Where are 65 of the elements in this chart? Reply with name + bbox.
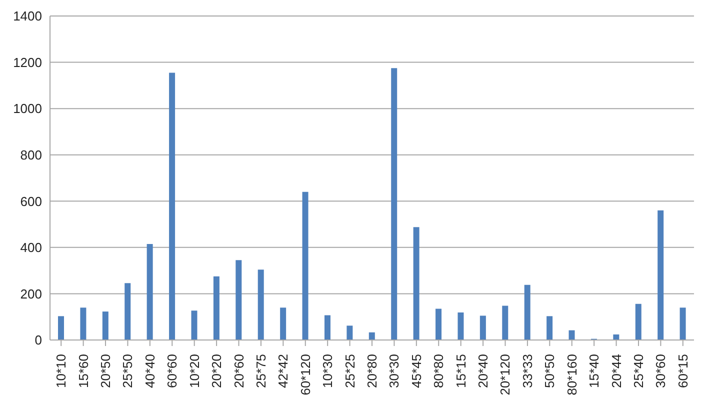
bar — [658, 210, 664, 340]
x-tick-label: 10*30 — [320, 354, 336, 388]
bar — [568, 330, 575, 340]
bar — [324, 315, 330, 340]
x-tick-label: 30*60 — [653, 354, 668, 388]
bar — [236, 260, 242, 340]
x-tick-label: 20*20 — [209, 354, 224, 388]
bar — [58, 316, 64, 340]
bar — [458, 312, 464, 340]
bar — [413, 227, 420, 340]
x-tick-label: 20*44 — [608, 354, 624, 388]
bar — [124, 283, 131, 340]
bar — [102, 312, 108, 340]
x-tick-label: 60*120 — [298, 354, 313, 396]
bar — [391, 68, 398, 340]
x-tick-label: 45*45 — [408, 354, 424, 388]
bar — [635, 304, 642, 340]
x-tick-label: 25*75 — [253, 354, 268, 388]
bar — [302, 192, 308, 340]
x-tick-label: 15*60 — [76, 354, 91, 388]
x-tick-label: 20*120 — [498, 354, 513, 396]
x-tick-label: 10*20 — [186, 354, 202, 388]
x-tick-label: 60*15 — [675, 354, 690, 388]
bar — [613, 334, 620, 340]
x-tick-label: 10*10 — [54, 354, 69, 388]
x-tick-label: 20*60 — [231, 354, 246, 388]
bar — [480, 316, 486, 340]
bar — [280, 308, 286, 340]
y-tick-label: 1200 — [13, 54, 42, 70]
bar — [368, 332, 375, 340]
bar — [146, 244, 153, 340]
x-tick-label: 80*160 — [564, 354, 580, 396]
y-tick-label: 400 — [20, 240, 42, 256]
bar — [346, 326, 353, 340]
x-tick-label: 25*40 — [630, 354, 646, 388]
x-tick-label: 50*50 — [542, 354, 558, 388]
x-tick-label: 20*50 — [98, 354, 114, 388]
bar — [191, 310, 198, 340]
x-tick-label: 25*25 — [342, 354, 358, 388]
bar — [80, 308, 86, 340]
x-tick-label: 40*40 — [142, 354, 158, 388]
x-tick-label: 20*40 — [476, 354, 491, 388]
bar — [169, 72, 176, 340]
x-tick-label: 60*60 — [164, 354, 180, 388]
y-tick-label: 1000 — [13, 101, 42, 116]
y-tick-label: 1400 — [13, 8, 42, 24]
bar — [258, 270, 264, 340]
y-tick-label: 600 — [20, 194, 42, 209]
y-tick-label: 800 — [20, 147, 42, 162]
y-tick-label: 200 — [20, 286, 42, 302]
x-tick-label: 33*33 — [520, 354, 535, 388]
bar — [524, 284, 530, 340]
bar — [502, 306, 508, 340]
y-tick-label: 0 — [34, 332, 42, 348]
x-tick-label: 20*80 — [364, 354, 380, 388]
x-tick-label: 25*50 — [120, 354, 136, 388]
x-tick-label: 80*80 — [431, 354, 446, 388]
x-tick-label: 15*40 — [586, 354, 602, 388]
bar — [436, 308, 442, 340]
bar — [546, 316, 553, 340]
x-tick-label: 30*30 — [386, 354, 402, 388]
x-tick-label: 42*42 — [276, 354, 291, 388]
bar — [213, 276, 220, 340]
bar — [680, 308, 686, 340]
x-tick-label: 15*15 — [453, 354, 468, 388]
